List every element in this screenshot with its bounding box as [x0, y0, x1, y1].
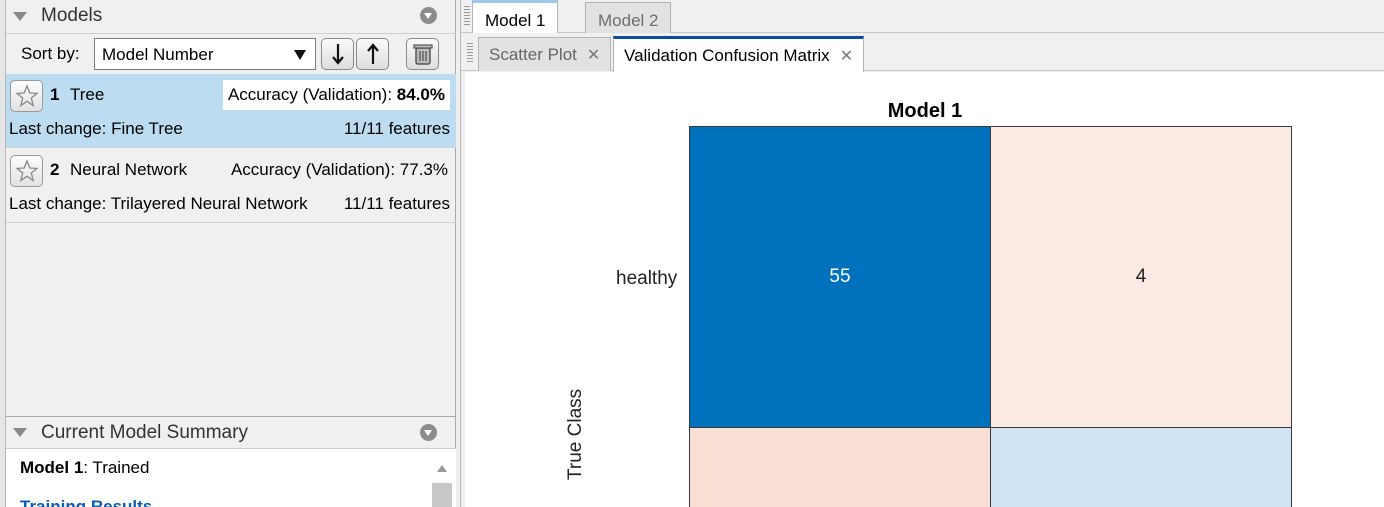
chart-title: Model 1 [887, 100, 963, 122]
star-icon [14, 159, 39, 182]
model-card-1[interactable]: 1 Tree Accuracy (Validation): 84.0% Last… [6, 74, 456, 148]
summary-scrollbar[interactable] [432, 459, 452, 507]
cell-value: 55 [829, 266, 851, 287]
summary-status: Model 1: Trained [20, 458, 149, 478]
delete-model-button[interactable] [406, 38, 439, 70]
left-panel: Models Sort by: Model Number 1 [6, 0, 456, 507]
summary-section-header[interactable]: Current Model Summary [6, 416, 456, 448]
sort-bar: Sort by: Model Number [6, 33, 456, 73]
favorite-star-button[interactable] [10, 80, 43, 112]
scroll-thumb[interactable] [432, 483, 452, 507]
sort-select[interactable]: Model Number [94, 38, 316, 70]
sort-ascending-button[interactable] [356, 38, 389, 70]
tab-model-2[interactable]: Model 2 [585, 2, 672, 33]
tab-scatter-plot[interactable]: Scatter Plot ✕ [478, 37, 612, 71]
matrix-cell-other-healthy [689, 427, 991, 507]
model-number: 1 [50, 85, 60, 104]
collapse-triangle-icon[interactable] [13, 11, 27, 21]
models-title: Models [41, 5, 103, 26]
summary-model-label: Model 1 [20, 458, 84, 477]
trash-icon [412, 44, 433, 65]
section-menu-icon[interactable] [420, 424, 437, 441]
accuracy-value: 84.0% [396, 85, 445, 104]
model-tabs-bar: Model 1 Model 2 [461, 0, 1384, 33]
favorite-star-button[interactable] [10, 155, 43, 187]
accuracy-label: Accuracy (Validation): [230, 160, 396, 179]
model-name: Neural Network [70, 160, 188, 179]
last-change-text: Last change: Fine Tree [9, 119, 183, 138]
training-results-link[interactable]: Training Results [20, 497, 153, 507]
close-icon[interactable]: ✕ [586, 47, 601, 64]
matrix-cell-healthy-other: 4 [990, 126, 1292, 428]
tab-label: Validation Confusion Matrix [624, 46, 830, 65]
matrix-cell-other-other [990, 427, 1292, 507]
accuracy-box: Accuracy (Validation): 84.0% [222, 80, 450, 110]
models-section-header[interactable]: Models [6, 0, 456, 32]
last-change-text: Last change: Trilayered Neural Network [9, 194, 308, 213]
model-card-2[interactable]: 2 Neural Network Accuracy (Validation): … [6, 149, 456, 223]
matrix-cell-healthy-healthy: 55 [689, 126, 991, 428]
accuracy-value: 77.3% [399, 160, 448, 179]
tab-label: Scatter Plot [489, 45, 577, 64]
section-menu-icon[interactable] [420, 7, 437, 24]
row-label-healthy: healthy [616, 268, 678, 289]
accuracy-label: Accuracy (Validation): [227, 85, 393, 104]
close-icon[interactable]: ✕ [839, 48, 854, 65]
tab-validation-confusion-matrix[interactable]: Validation Confusion Matrix ✕ [613, 36, 865, 72]
collapse-triangle-icon[interactable] [13, 428, 27, 437]
sort-descending-button[interactable] [321, 38, 354, 70]
dropdown-arrow-icon [294, 50, 306, 60]
confusion-matrix-plot: Model 1 55 4 healthy True Class [465, 72, 1384, 507]
right-panel: Model 1 Model 2 Scatter Plot ✕ Validation… [460, 0, 1384, 507]
grip-handle-icon[interactable] [467, 43, 473, 63]
arrow-up-icon [366, 43, 379, 64]
scroll-up-icon[interactable] [437, 465, 447, 472]
sort-label: Sort by: [21, 44, 80, 63]
y-axis-label: True Class [565, 388, 586, 480]
accuracy-text: Accuracy (Validation): 77.3% [231, 160, 448, 180]
grip-handle-icon[interactable] [464, 6, 470, 26]
model-number: 2 [50, 160, 60, 179]
sort-select-value: Model Number [102, 45, 214, 64]
star-icon [14, 84, 39, 107]
summary-status-text: : Trained [83, 458, 150, 477]
feature-count: 11/11 features [343, 119, 450, 138]
summary-body: Model 1: Trained Training Results [6, 448, 456, 507]
summary-title: Current Model Summary [41, 421, 248, 443]
cell-value: 4 [1135, 266, 1147, 287]
model-name: Tree [70, 85, 105, 104]
feature-count: 11/11 features [343, 194, 450, 213]
left-edge-sliver [0, 0, 6, 507]
tab-model-1[interactable]: Model 1 [472, 0, 559, 33]
document-tabs-bar: Scatter Plot ✕ Validation Confusion Matri… [461, 33, 1384, 72]
arrow-down-icon [331, 44, 344, 65]
